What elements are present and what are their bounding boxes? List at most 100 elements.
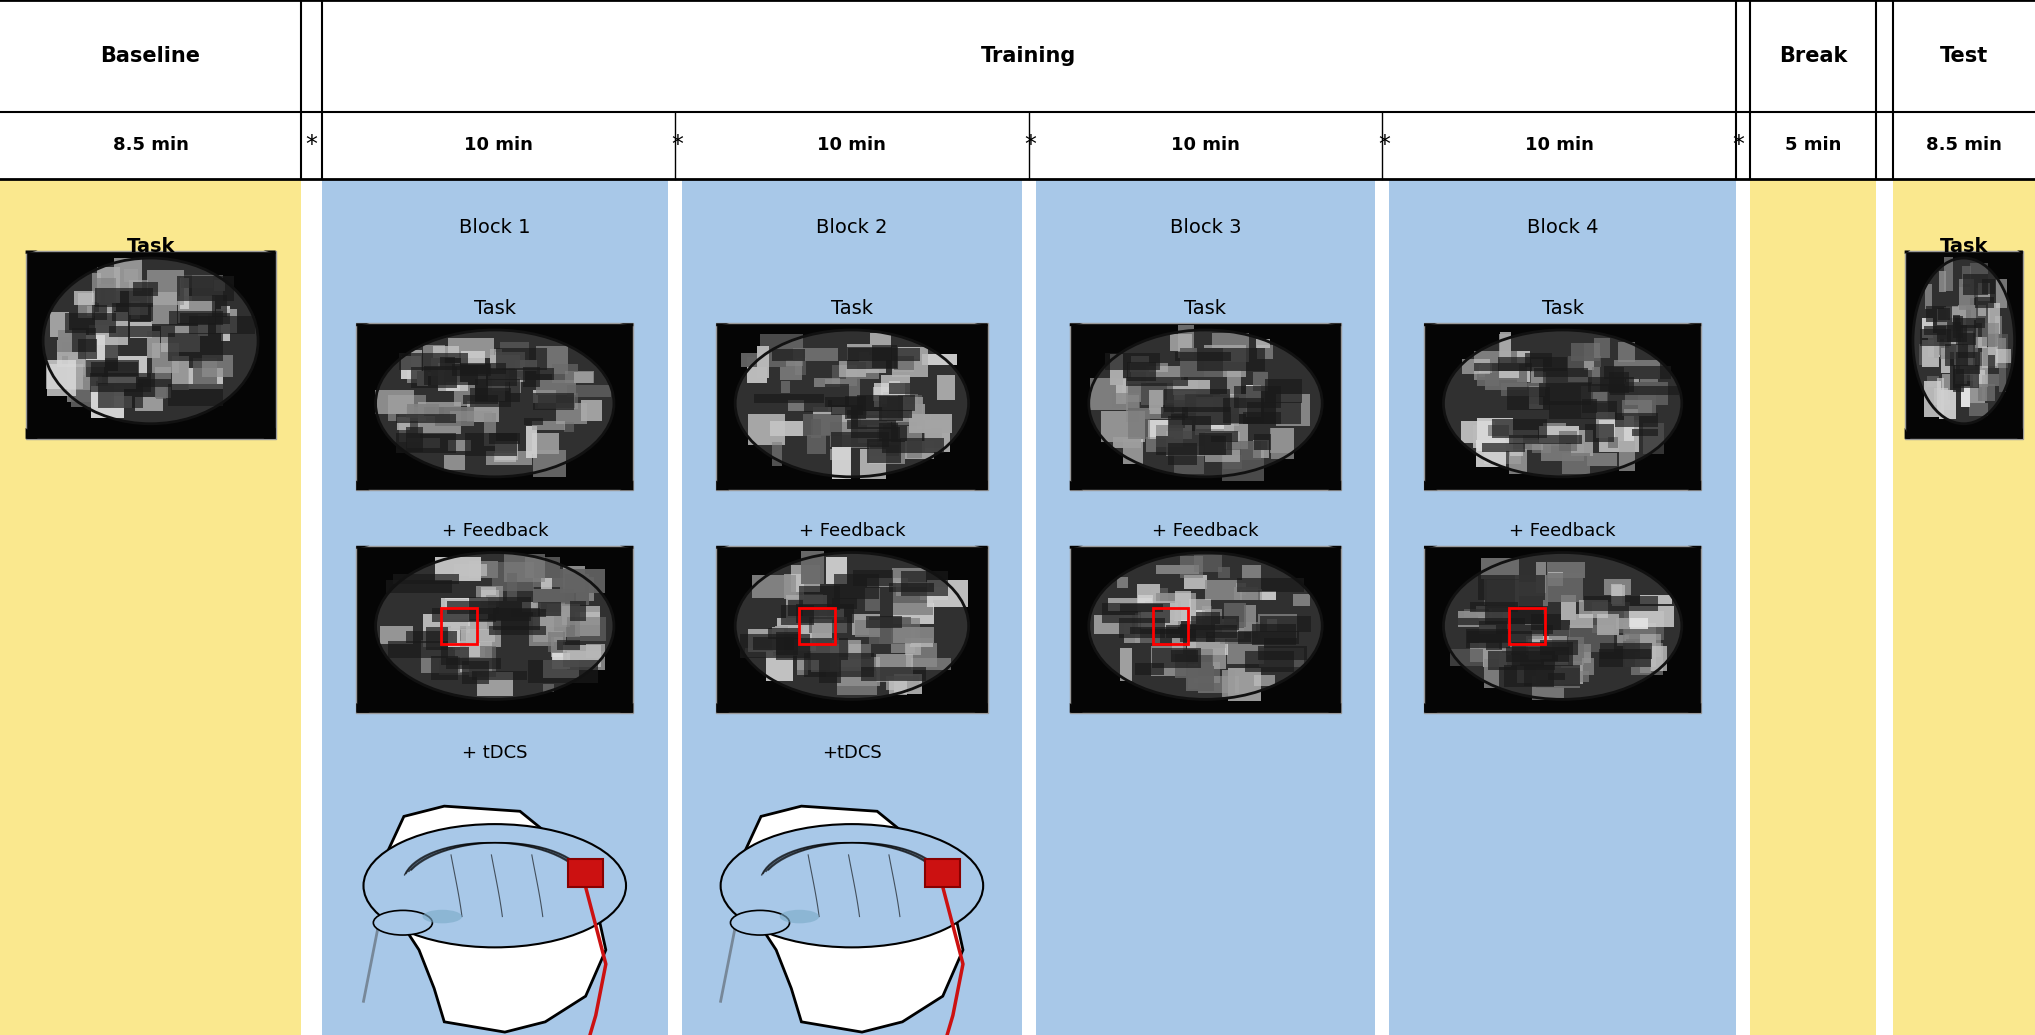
Bar	[895, 582, 928, 596]
Bar	[820, 660, 840, 683]
Bar	[462, 661, 488, 684]
Bar	[155, 367, 171, 397]
Bar	[96, 312, 128, 346]
Bar	[1581, 400, 1597, 413]
Bar	[1241, 565, 1260, 590]
Polygon shape	[1070, 545, 1083, 549]
Bar	[1237, 578, 1304, 592]
Bar	[808, 435, 826, 454]
Bar	[920, 587, 948, 599]
Polygon shape	[385, 806, 606, 1032]
Bar	[810, 617, 847, 633]
Bar	[1164, 400, 1186, 414]
Bar	[847, 411, 912, 418]
Bar	[423, 615, 460, 647]
Bar	[446, 658, 501, 669]
Bar	[1469, 643, 1500, 662]
Bar	[1170, 650, 1197, 661]
Bar	[393, 574, 460, 584]
Bar	[1600, 420, 1638, 452]
Bar	[431, 358, 444, 385]
Bar	[523, 367, 539, 387]
Bar	[1127, 377, 1188, 386]
Bar	[114, 258, 142, 291]
Bar	[1477, 418, 1512, 450]
Bar	[521, 602, 541, 612]
Bar	[1146, 601, 1180, 627]
Bar	[85, 360, 138, 377]
Bar	[867, 411, 883, 431]
Bar	[865, 588, 879, 612]
Bar	[1624, 611, 1665, 640]
Bar	[1205, 432, 1239, 462]
Bar	[1156, 424, 1182, 447]
Bar	[1543, 422, 1565, 446]
Bar	[549, 631, 566, 652]
Bar	[1982, 376, 1986, 402]
Bar	[83, 350, 104, 375]
Polygon shape	[356, 323, 370, 326]
Ellipse shape	[1089, 330, 1323, 477]
Bar	[1508, 387, 1551, 410]
Bar	[1976, 288, 1990, 323]
Bar	[1530, 359, 1543, 383]
Bar	[891, 347, 920, 359]
Bar	[533, 392, 574, 410]
Bar	[1524, 354, 1553, 367]
Bar	[425, 627, 448, 650]
Bar	[1449, 649, 1484, 667]
Text: Task: Task	[474, 299, 515, 318]
Bar	[1488, 651, 1555, 671]
Text: + Feedback: + Feedback	[1510, 522, 1616, 540]
Bar	[857, 411, 891, 443]
Bar	[132, 301, 140, 319]
Bar	[535, 602, 570, 626]
Bar	[525, 557, 560, 578]
Bar	[1549, 673, 1565, 680]
Bar	[533, 449, 566, 477]
Bar	[1964, 274, 1988, 295]
Bar	[486, 595, 497, 604]
Polygon shape	[1329, 480, 1341, 491]
Bar	[407, 630, 458, 643]
Bar	[1642, 423, 1665, 454]
Bar	[814, 378, 840, 387]
Polygon shape	[356, 545, 370, 549]
Bar	[1142, 376, 1184, 405]
Bar	[1528, 373, 1547, 389]
Bar	[90, 373, 151, 391]
Bar	[1952, 369, 1964, 391]
Bar	[1205, 610, 1223, 632]
Polygon shape	[1905, 250, 1911, 254]
Bar	[558, 640, 580, 650]
Bar	[1152, 608, 1188, 645]
Text: Task: Task	[1543, 299, 1583, 318]
Bar	[745, 648, 779, 657]
Bar	[63, 343, 94, 363]
Bar	[1180, 624, 1215, 642]
Bar	[1160, 407, 1188, 418]
Bar	[1516, 667, 1561, 683]
Bar	[804, 401, 832, 412]
Bar	[1219, 394, 1247, 414]
Bar	[1559, 644, 1591, 662]
Bar	[847, 347, 897, 369]
Bar	[181, 275, 214, 288]
Bar	[1457, 611, 1504, 626]
Polygon shape	[2017, 250, 2023, 254]
Bar	[108, 379, 116, 408]
Bar	[1164, 389, 1229, 413]
Ellipse shape	[1443, 553, 1681, 700]
Bar	[1188, 663, 1199, 689]
Bar	[533, 613, 566, 642]
Bar	[1229, 668, 1262, 702]
Bar	[1937, 400, 1956, 410]
Bar	[1524, 666, 1581, 686]
Bar	[753, 638, 794, 650]
Bar	[85, 349, 98, 381]
Text: *: *	[1378, 134, 1390, 157]
Bar	[1479, 607, 1510, 633]
Bar	[1512, 582, 1545, 595]
Bar	[1893, 179, 2035, 1035]
Polygon shape	[1424, 323, 1437, 326]
